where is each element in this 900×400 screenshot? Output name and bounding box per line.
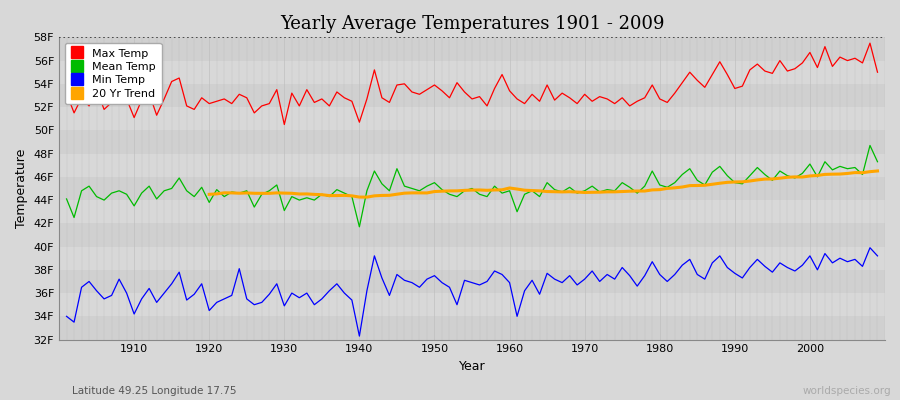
Bar [59, 293, 885, 316]
Bar [59, 37, 885, 60]
Bar [59, 270, 885, 293]
Bar [59, 316, 885, 340]
Legend: Max Temp, Mean Temp, Min Temp, 20 Yr Trend: Max Temp, Mean Temp, Min Temp, 20 Yr Tre… [65, 43, 162, 104]
Bar [59, 246, 885, 270]
X-axis label: Year: Year [459, 360, 485, 373]
Bar [59, 84, 885, 107]
Text: worldspecies.org: worldspecies.org [803, 386, 891, 396]
Y-axis label: Temperature: Temperature [15, 149, 28, 228]
Title: Yearly Average Temperatures 1901 - 2009: Yearly Average Temperatures 1901 - 2009 [280, 15, 664, 33]
Text: Latitude 49.25 Longitude 17.75: Latitude 49.25 Longitude 17.75 [72, 386, 237, 396]
Bar [59, 177, 885, 200]
Bar [59, 130, 885, 154]
Bar [59, 154, 885, 177]
Bar [59, 200, 885, 223]
Bar [59, 107, 885, 130]
Bar [59, 60, 885, 84]
Bar [59, 223, 885, 246]
